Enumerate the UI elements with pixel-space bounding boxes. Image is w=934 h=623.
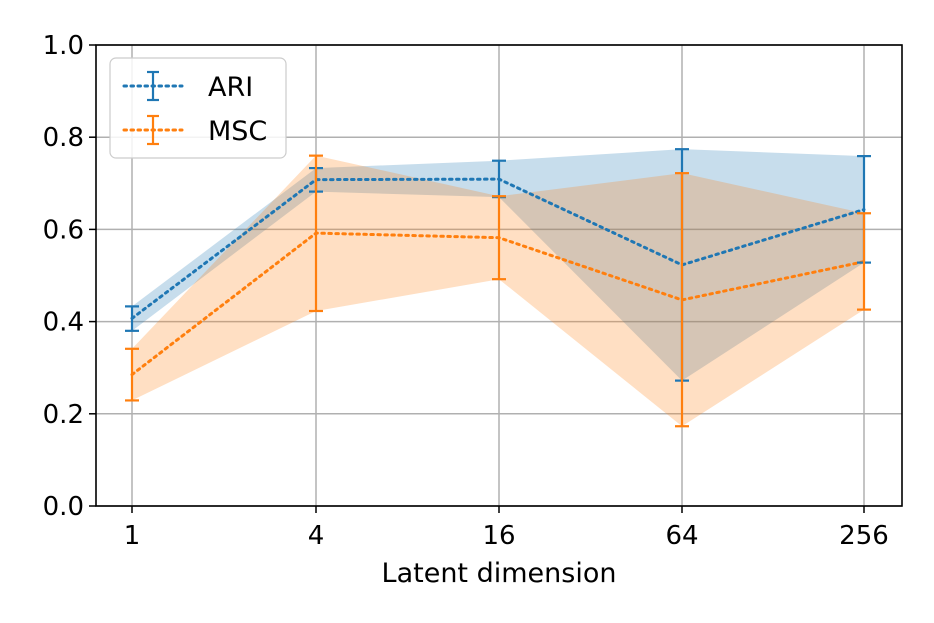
legend-entry-ari: ARI bbox=[122, 70, 253, 103]
legend: ARI MSC bbox=[109, 57, 287, 159]
x-tick-label: 16 bbox=[482, 521, 515, 551]
error-bars bbox=[125, 148, 871, 428]
msc-errorbar bbox=[857, 212, 871, 311]
legend-label-msc: MSC bbox=[208, 116, 267, 147]
axis-ticks: 1 4 16 64 256 0.0 0.2 0.4 0.6 0.8 1.0 bbox=[43, 31, 889, 551]
legend-entry-msc: MSC bbox=[122, 114, 267, 147]
msc-errorbar bbox=[309, 154, 323, 313]
x-tick-label: 64 bbox=[665, 521, 698, 551]
y-tick-label: 0.8 bbox=[43, 123, 84, 153]
y-tick-label: 1.0 bbox=[43, 31, 84, 61]
y-tick-label: 0.0 bbox=[43, 492, 84, 522]
ari-errorbar bbox=[125, 305, 139, 332]
y-tick-label: 0.2 bbox=[43, 400, 84, 430]
x-tick-label: 1 bbox=[124, 521, 141, 551]
y-tick-label: 0.4 bbox=[43, 308, 84, 338]
legend-label-ari: ARI bbox=[208, 72, 253, 103]
legend-entries: ARI MSC bbox=[122, 70, 267, 147]
x-axis-label: Latent dimension bbox=[382, 558, 617, 589]
msc-errorbar bbox=[675, 172, 689, 428]
msc-errorbar bbox=[125, 347, 139, 402]
msc-errorbar bbox=[492, 195, 506, 281]
x-tick-label: 4 bbox=[308, 521, 325, 551]
x-tick-label: 256 bbox=[839, 521, 889, 551]
y-tick-label: 0.6 bbox=[43, 215, 84, 245]
